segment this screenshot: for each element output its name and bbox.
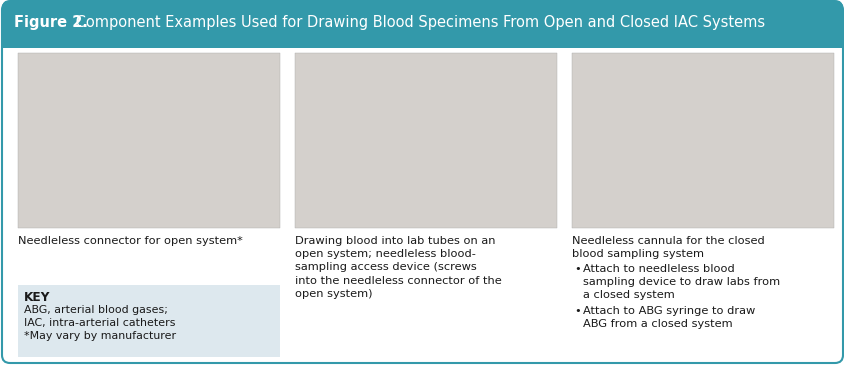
Bar [571, 53, 833, 228]
Text: •: • [573, 306, 580, 316]
FancyBboxPatch shape [2, 0, 842, 48]
Text: IAC, intra-arterial catheters: IAC, intra-arterial catheters [24, 318, 176, 328]
Bar [2, 24, 842, 48]
Text: Attach to needleless blood
sampling device to draw labs from
a closed system: Attach to needleless blood sampling devi… [582, 264, 779, 300]
Text: Attach to ABG syringe to draw
ABG from a closed system: Attach to ABG syringe to draw ABG from a… [582, 306, 755, 329]
Text: Drawing blood into lab tubes on an
open system; needleless blood-
sampling acces: Drawing blood into lab tubes on an open … [295, 236, 501, 299]
Text: Figure 2.: Figure 2. [14, 15, 88, 31]
Text: *May vary by manufacturer: *May vary by manufacturer [24, 331, 176, 341]
Text: Needleless connector for open system*: Needleless connector for open system* [18, 236, 242, 246]
Text: •: • [573, 264, 580, 274]
Text: KEY: KEY [24, 291, 51, 304]
Bar [18, 53, 279, 228]
Text: Component Examples Used for Drawing Blood Specimens From Open and Closed IAC Sys: Component Examples Used for Drawing Bloo… [71, 15, 764, 31]
Text: Needleless cannula for the closed
blood sampling system: Needleless cannula for the closed blood … [571, 236, 764, 259]
Bar [295, 53, 556, 228]
Text: ABG, arterial blood gases;: ABG, arterial blood gases; [24, 305, 168, 315]
Bar [18, 285, 279, 357]
